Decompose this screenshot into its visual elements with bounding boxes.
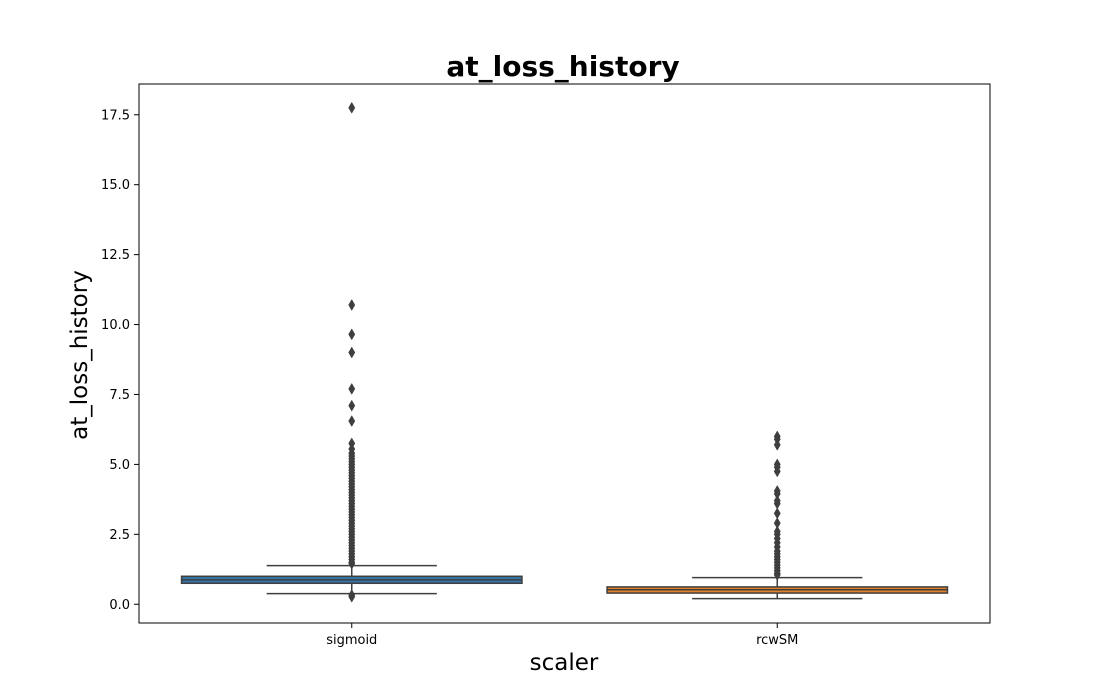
outlier-point	[773, 568, 781, 581]
y-tick-label: 0.0	[109, 598, 130, 613]
outlier-point	[348, 557, 356, 570]
x-tick-label: sigmoid	[326, 633, 377, 648]
outlier-point	[348, 346, 356, 359]
plot-area-frame	[138, 83, 991, 624]
outlier-point	[348, 399, 356, 412]
outlier-point	[773, 438, 781, 451]
box-series	[180, 101, 949, 603]
y-tick-label: 12.5	[101, 248, 130, 263]
x-tick-label: rcwSM	[756, 633, 798, 648]
y-tick-label: 7.5	[109, 388, 130, 403]
box-rcwSM	[606, 430, 949, 600]
y-tick-label: 2.5	[109, 528, 130, 543]
outlier-point	[348, 299, 356, 311]
y-tick-label: 5.0	[109, 458, 130, 473]
chart-title: at_loss_history	[446, 50, 679, 83]
x-axis-label: scaler	[530, 650, 599, 676]
y-tick-label: 15.0	[101, 178, 130, 193]
y-axis-label: at_loss_history	[67, 270, 93, 440]
outlier-point	[348, 415, 356, 428]
y-tick-label: 17.5	[101, 108, 130, 123]
outlier-point	[773, 465, 781, 478]
y-axis: 0.0 2.5 5.0 7.5 10.0 12.5 15.0 17.5	[101, 108, 139, 613]
outlier-point	[773, 507, 781, 520]
outlier-point	[348, 382, 356, 395]
outlier-point	[348, 101, 356, 114]
box-sigmoid	[180, 101, 523, 603]
x-axis: sigmoid rcwSM	[326, 623, 798, 648]
outlier-point	[348, 590, 356, 603]
y-tick-label: 10.0	[101, 318, 130, 333]
outlier-point	[348, 328, 356, 341]
